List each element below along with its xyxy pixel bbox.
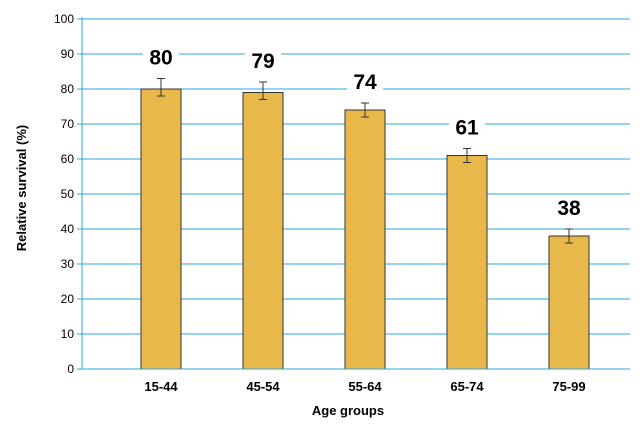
error-bar-65-74: [463, 148, 471, 163]
data-label-65-74: 61: [455, 117, 479, 140]
y-tick-label: 20: [61, 292, 75, 306]
x-tick-label-15-44: 15-44: [144, 379, 178, 394]
y-tick-label: 70: [61, 117, 75, 131]
data-label-bg: [143, 45, 179, 70]
x-tick-label-65-74: 65-74: [450, 379, 484, 394]
bar-45-54: [242, 92, 284, 370]
data-label-55-64: 74: [353, 71, 377, 94]
bar-65-74: [446, 155, 488, 370]
error-bars: [157, 78, 573, 244]
y-tick-label: 40: [61, 222, 75, 236]
data-label-15-44: 80: [149, 47, 172, 70]
error-bar-45-54: [259, 81, 267, 100]
x-axis: 15-44 45-54 55-64 65-74 75-99: [82, 368, 630, 394]
y-tick-label: 10: [61, 327, 75, 341]
data-labels: 80 79 74 61 38: [143, 45, 587, 220]
x-axis-title: Age groups: [312, 403, 384, 418]
data-label-75-99: 38: [557, 197, 581, 220]
y-tick-label: 50: [61, 187, 75, 201]
y-tick-label: 0: [67, 362, 74, 376]
y-tick-label: 30: [61, 257, 75, 271]
data-label-bg: [551, 196, 587, 220]
bar-55-64: [344, 109, 386, 370]
error-bar-15-44: [157, 78, 165, 97]
error-bar-75-99: [565, 228, 573, 244]
data-label-bg: [245, 49, 281, 73]
y-axis: 0 10 20 30 40 50 60 70 80 90 100: [54, 12, 83, 376]
data-label-bg: [347, 70, 383, 94]
x-tick-label-55-64: 55-64: [348, 379, 382, 394]
bar-75-99: [548, 235, 590, 370]
data-label-45-54: 79: [251, 50, 274, 73]
y-tick-label: 90: [61, 47, 75, 61]
error-bar-55-64: [361, 102, 369, 118]
bar-15-44: [140, 88, 182, 370]
x-tick-label-75-99: 75-99: [552, 379, 585, 394]
x-tick-label-45-54: 45-54: [246, 379, 280, 394]
y-tick-label: 60: [61, 152, 75, 166]
y-axis-title: Relative survival (%): [14, 125, 29, 251]
y-tick-label: 80: [61, 82, 75, 96]
data-label-bg: [449, 115, 485, 140]
y-tick-label: 100: [54, 12, 74, 26]
